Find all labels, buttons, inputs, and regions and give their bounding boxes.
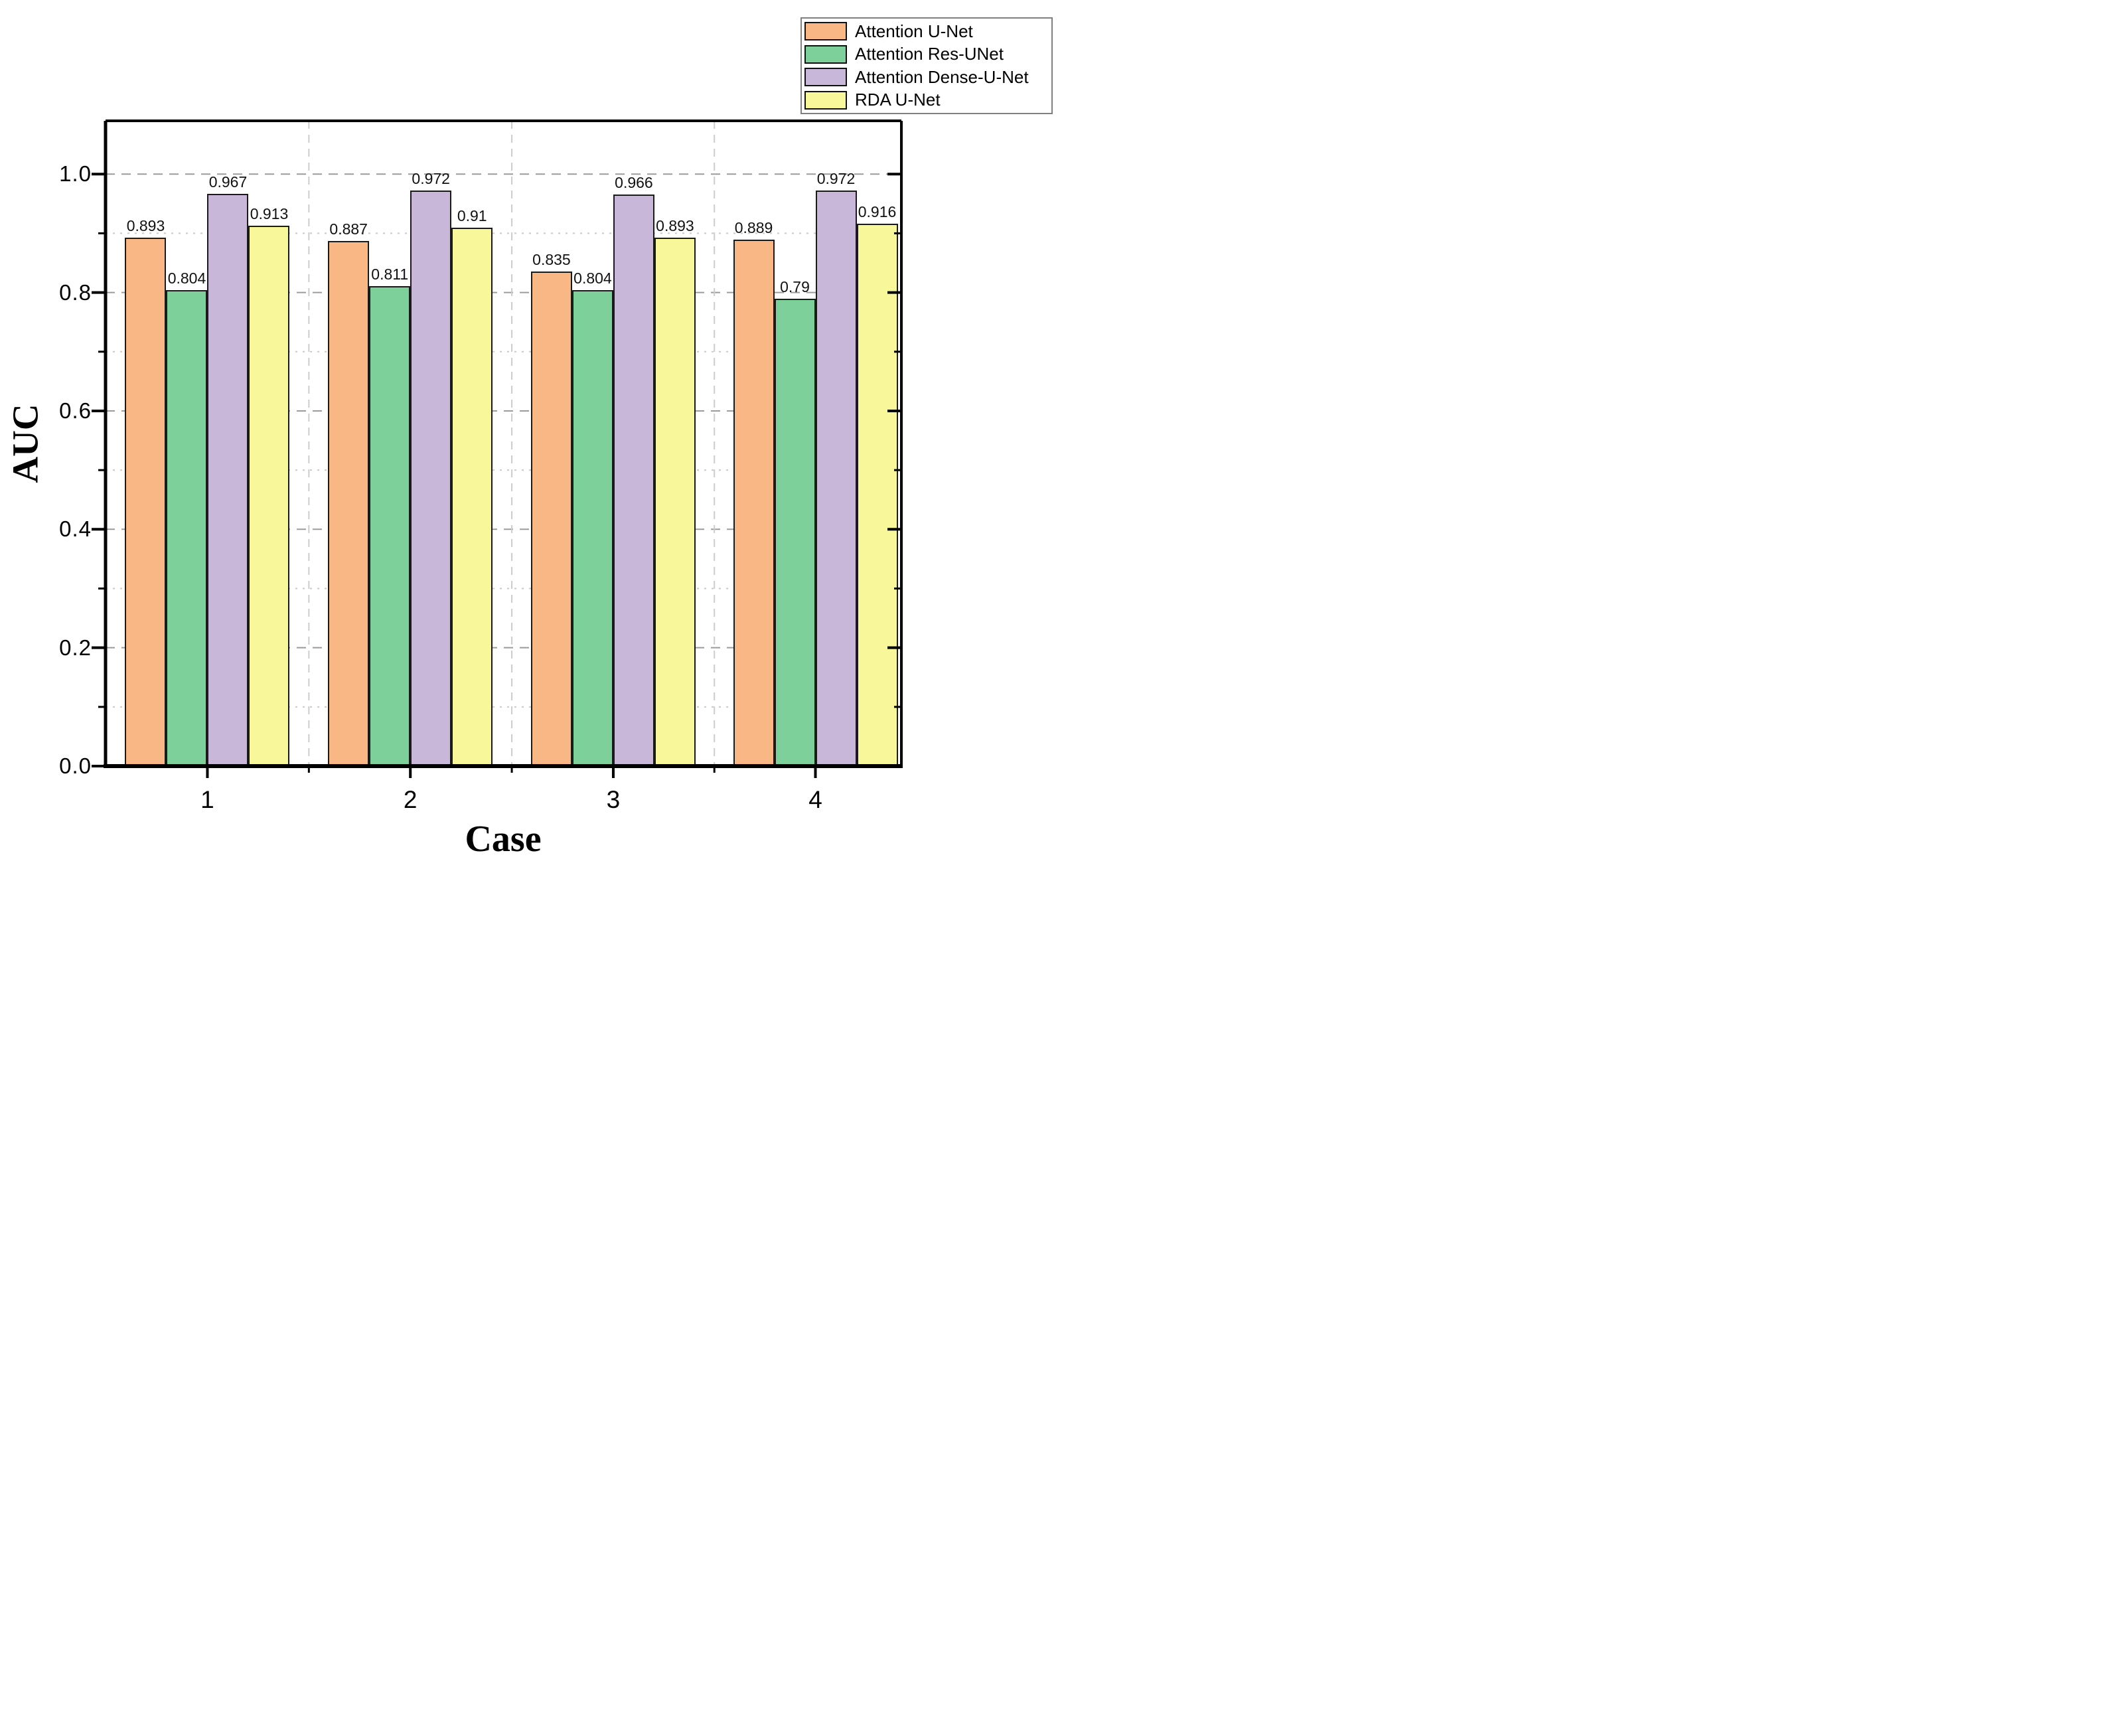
legend-label: Attention U-Net — [855, 21, 973, 41]
y-tick-label: 1.0 — [59, 161, 92, 187]
bar-value-label: 0.916 — [858, 203, 897, 221]
bar-value-label: 0.804 — [167, 270, 206, 287]
legend-label: RDA U-Net — [855, 90, 941, 110]
legend-swatch-attention-u-net — [804, 22, 847, 41]
bar-attention-dense-u-net-case-4 — [815, 191, 857, 766]
x-tick-label: 1 — [200, 786, 214, 813]
legend-item: RDA U-Net — [802, 90, 1051, 110]
bar-attention-dense-u-net-case-3 — [613, 194, 654, 766]
bar-value-label: 0.887 — [329, 220, 368, 238]
bar-rda-u-net-case-4 — [856, 224, 898, 766]
legend-swatch-attention-dense-u-net — [804, 68, 847, 87]
legend-label: Attention Res-UNet — [855, 44, 1004, 64]
legend-item: Attention Dense-U-Net — [802, 67, 1051, 88]
bar-value-label: 0.835 — [532, 251, 571, 269]
bar-value-label: 0.889 — [734, 219, 773, 237]
legend-label: Attention Dense-U-Net — [855, 66, 1029, 87]
x-tick-label: 3 — [606, 786, 621, 813]
legend-item: Attention U-Net — [802, 21, 1051, 42]
bar-value-label: 0.972 — [412, 170, 450, 188]
bar-value-label: 0.893 — [126, 216, 165, 234]
bars-layer — [0, 0, 1064, 868]
legend-swatch-rda-u-net — [804, 90, 847, 110]
bar-chart-figure: AUC Case 0.893 0.887 0.835 0.889 0.804 0.811 0… — [0, 0, 1064, 868]
y-tick-label: 0.6 — [59, 398, 92, 423]
legend-swatch-attention-res-unet — [804, 44, 847, 64]
legend-box: Attention U-Net Attention Res-UNet Atten… — [800, 17, 1053, 114]
legend-item: Attention Res-UNet — [802, 44, 1051, 64]
bar-value-label: 0.91 — [457, 206, 487, 224]
bar-rda-u-net-case-3 — [654, 237, 696, 766]
y-tick-label: 0.0 — [59, 753, 92, 778]
bar-attention-dense-u-net-case-1 — [207, 193, 249, 766]
bar-attention-u-net-case-3 — [530, 272, 572, 766]
bar-value-label: 0.972 — [816, 170, 856, 188]
bar-value-label: 0.966 — [615, 173, 653, 191]
y-tick-label: 0.2 — [59, 635, 92, 660]
bar-value-label: 0.913 — [250, 204, 289, 222]
bar-attention-res-unet-case-3 — [571, 290, 613, 766]
bar-value-label: 0.804 — [573, 270, 612, 287]
bar-attention-dense-u-net-case-2 — [410, 191, 452, 766]
y-tick-label: 0.8 — [59, 279, 92, 305]
y-axis-title: AUC — [5, 404, 46, 483]
bar-value-label: 0.79 — [780, 277, 810, 295]
bar-attention-u-net-case-4 — [733, 240, 775, 766]
x-tick-label: 2 — [403, 786, 418, 813]
x-tick-label: 4 — [808, 786, 822, 813]
bar-attention-u-net-case-1 — [125, 237, 167, 766]
bar-attention-res-unet-case-2 — [369, 285, 411, 766]
bar-value-label: 0.811 — [371, 265, 409, 283]
bar-value-label: 0.967 — [208, 173, 248, 191]
x-axis-title: Case — [465, 819, 542, 860]
axes-layer — [92, 119, 903, 778]
bar-attention-res-unet-case-1 — [166, 290, 208, 766]
bar-rda-u-net-case-2 — [451, 227, 493, 766]
y-tick-label: 0.4 — [59, 516, 92, 542]
text-layer: AUC Case 0.893 0.887 0.835 0.889 0.804 0.811 0… — [0, 0, 1064, 868]
bar-value-label: 0.893 — [656, 216, 694, 234]
bar-attention-res-unet-case-4 — [774, 298, 816, 766]
